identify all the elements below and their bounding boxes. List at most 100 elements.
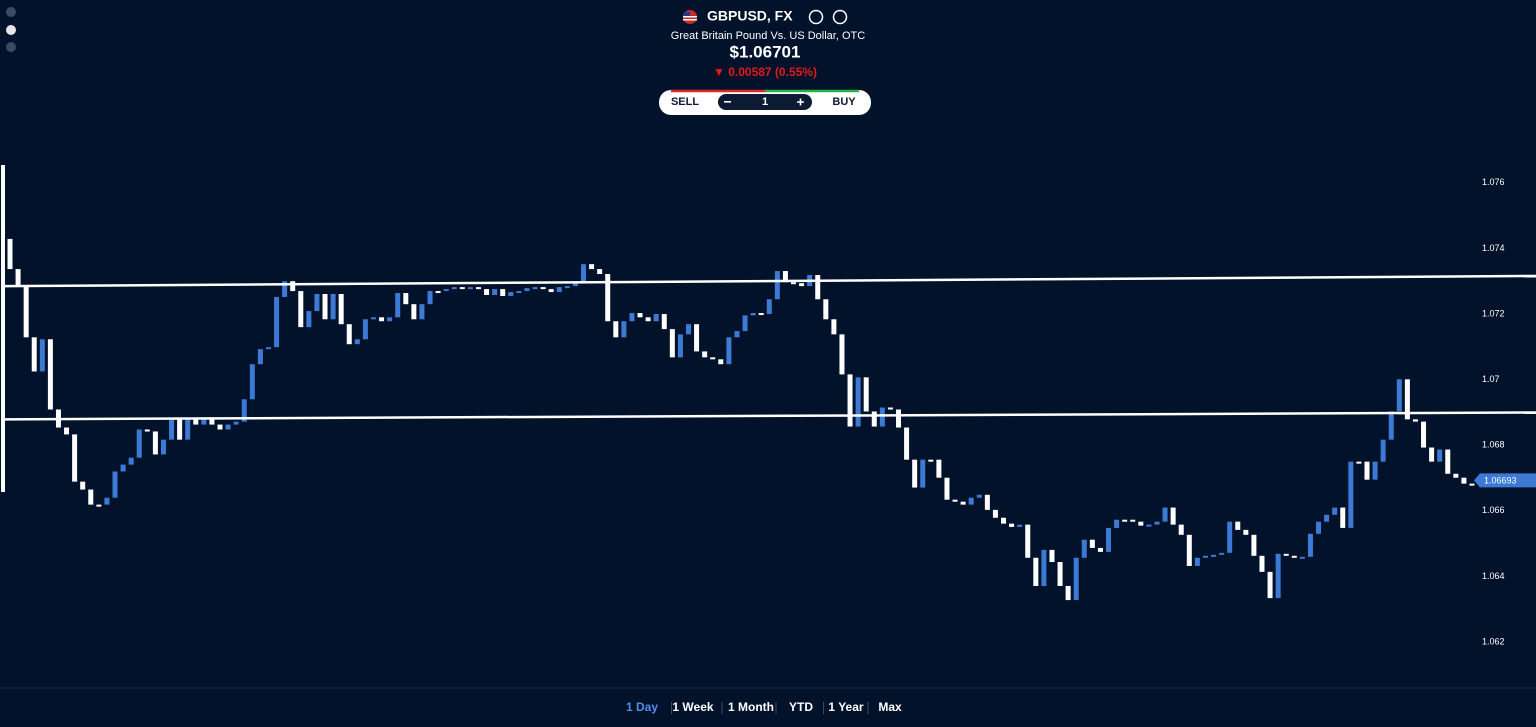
candle [1211,554,1217,557]
candle [290,281,296,292]
last-price-label: 1.06693 [1484,476,1517,486]
add-icon[interactable] [832,9,848,25]
range-tab[interactable]: Max [878,700,902,714]
candle [1106,527,1112,552]
candle [613,321,619,338]
range-tab[interactable]: 1 Year [828,700,863,714]
candle [47,339,53,410]
candle [249,364,255,400]
range-tab[interactable]: 1 Week [672,700,713,714]
range-tabs: 1 Day 1 Week 1 Month YTD 1 Year Max [626,700,902,714]
search-icon[interactable] [808,9,824,25]
plus-button[interactable] [797,98,804,106]
candle [1186,534,1192,566]
candle [718,359,724,365]
candle [1001,517,1007,524]
candle [815,274,821,300]
candle [645,317,651,322]
candle [782,271,788,283]
candle [879,407,885,427]
candle [403,293,409,305]
candle [306,311,312,328]
tool-icon[interactable] [6,25,16,35]
range-tab[interactable]: YTD [789,700,813,714]
candle [887,407,893,410]
candle [823,299,829,320]
candle [1429,447,1435,462]
range-tab[interactable]: 1 Month [728,700,774,714]
tool-icon[interactable] [6,42,16,52]
candle [104,497,110,505]
y-tick-label: 1.062 [1482,636,1505,646]
candle [1154,521,1160,525]
y-tick-label: 1.076 [1482,177,1505,187]
candle [855,377,861,427]
candle [992,509,998,518]
candle [968,497,974,505]
candle [1073,557,1079,601]
candle [152,431,158,455]
candle [896,409,902,428]
candle [734,331,740,338]
candle [839,334,845,375]
candle [265,347,271,350]
candle [395,293,401,318]
range-tab[interactable]: 1 Day [626,700,658,714]
candle [1356,461,1362,464]
sell-button[interactable]: SELL [671,96,699,108]
candle [160,439,166,455]
candle [1259,555,1265,572]
candle [1130,519,1136,522]
candle [1275,553,1281,599]
left-tools [6,7,16,52]
candle [443,289,449,292]
candle [621,321,627,338]
candle [15,269,21,287]
y-tick-label: 1.068 [1482,440,1505,450]
candle [758,313,764,316]
candle [508,292,514,296]
candle [1202,555,1208,558]
candle [847,374,853,427]
candle [39,339,45,372]
candle [387,317,393,322]
candle [1122,519,1128,522]
y-tick-label: 1.072 [1482,308,1505,318]
candle [1412,419,1418,422]
candle [694,324,700,352]
candle [274,296,280,348]
candle [1089,539,1095,548]
candle [427,291,433,305]
trend-line [4,274,1536,288]
candle [1267,571,1273,599]
candle [944,477,950,500]
price: $1.06701 [730,42,801,61]
candle [1017,524,1023,527]
tool-icon[interactable] [6,7,16,17]
candle [1299,556,1305,559]
candle [1316,521,1322,534]
candle [193,419,199,425]
buy-button[interactable]: BUY [832,96,856,108]
candle [1461,477,1467,484]
minus-button[interactable] [724,101,731,103]
candle [532,287,538,290]
y-tick-label: 1.066 [1482,505,1505,515]
quantity[interactable]: 1 [762,96,768,108]
flag-icon [683,10,697,24]
candle [298,291,304,328]
candle [1372,461,1378,480]
candle [1170,507,1176,525]
candle [1332,507,1338,515]
candle [548,289,554,293]
candle [136,429,142,458]
candle [1009,523,1015,527]
candle [580,264,586,283]
candle [766,299,772,315]
candle [23,286,29,338]
candle [984,494,990,510]
candle [1097,547,1103,552]
candle [492,289,498,295]
candle [112,471,118,498]
